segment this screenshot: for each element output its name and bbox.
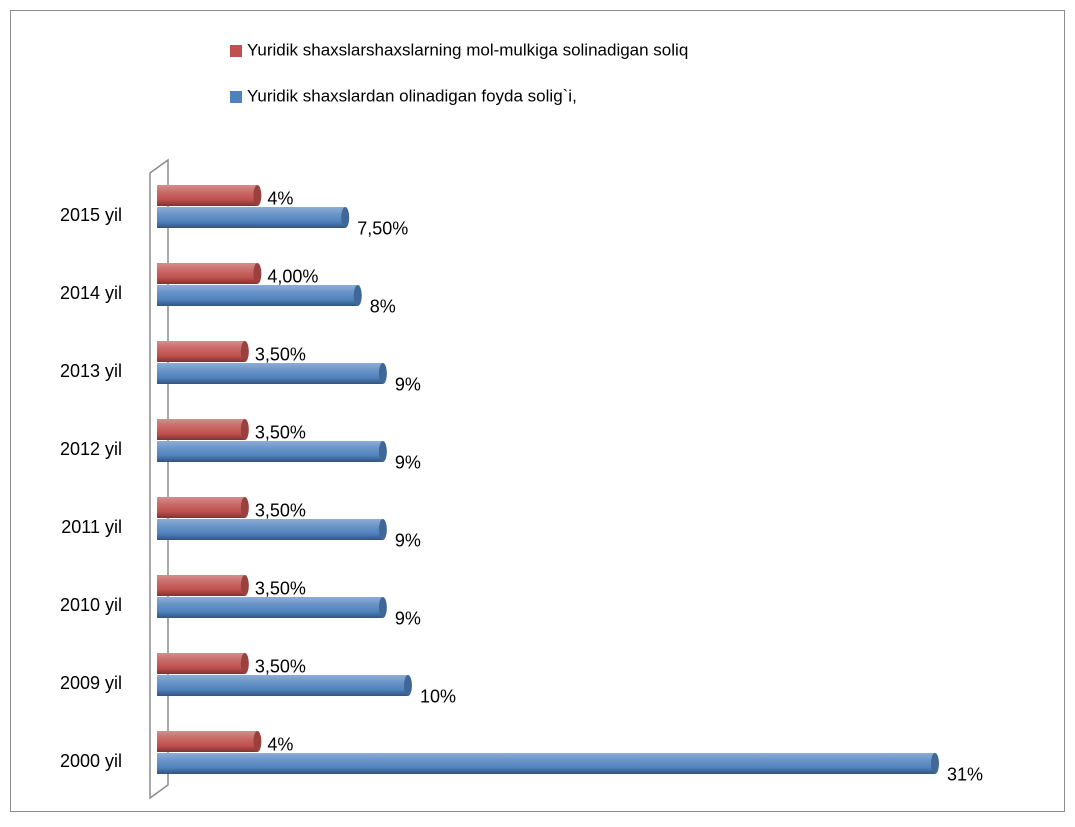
bar-cap [378, 441, 387, 462]
y-tick-label: 2013 yil [60, 361, 122, 381]
bar-cap [378, 597, 387, 618]
data-label: 4% [267, 188, 293, 208]
bar [157, 519, 383, 540]
bar-cap [253, 731, 262, 752]
legend-label: Yuridik shaxslarshaxslarning mol-mulkiga… [247, 40, 688, 59]
bar [157, 419, 245, 440]
data-label: 3,50% [255, 344, 306, 364]
bar [157, 675, 408, 696]
data-label: 3,50% [255, 422, 306, 442]
bar [157, 497, 245, 518]
bar-cap [353, 285, 362, 306]
bar-cap [378, 519, 387, 540]
bar-cap [240, 341, 249, 362]
data-label: 8% [370, 296, 396, 316]
bar-cap [403, 675, 412, 696]
data-label: 9% [395, 608, 421, 628]
bar-cap [240, 653, 249, 674]
y-tick-label: 2012 yil [60, 439, 122, 459]
bar-cap [341, 207, 350, 228]
y-tick-label: 2010 yil [60, 595, 122, 615]
bar [157, 653, 245, 674]
data-label: 3,50% [255, 578, 306, 598]
legend-swatch [230, 91, 242, 103]
bar [157, 597, 383, 618]
bar-cap [253, 185, 262, 206]
bar [157, 731, 258, 752]
bar [157, 363, 383, 384]
legend-label: Yuridik shaxslardan olinadigan foyda sol… [247, 86, 577, 105]
data-label: 4,00% [267, 266, 318, 286]
bar [157, 263, 258, 284]
bar-cap [240, 497, 249, 518]
bar [157, 185, 258, 206]
bar [157, 285, 358, 306]
y-tick-label: 2000 yil [60, 751, 122, 771]
bar-cap [240, 575, 249, 596]
y-tick-label: 2014 yil [60, 283, 122, 303]
axis-wall [149, 158, 169, 800]
y-tick-label: 2011 yil [61, 517, 122, 537]
bar-cap [931, 753, 939, 774]
legend-swatch [230, 45, 242, 57]
bar-cap [253, 263, 262, 284]
bar-cap [378, 363, 387, 384]
data-label: 3,50% [255, 656, 306, 676]
data-label: 9% [395, 374, 421, 394]
data-label: 3,50% [255, 500, 306, 520]
bar [157, 341, 245, 362]
bar-cap [240, 419, 249, 440]
bar [157, 753, 935, 774]
y-tick-label: 2009 yil [60, 673, 122, 693]
bar [157, 441, 383, 462]
data-label: 9% [395, 530, 421, 550]
y-tick-label: 2015 yil [60, 205, 122, 225]
data-label: 4% [267, 734, 293, 754]
data-label: 7,50% [357, 218, 408, 238]
data-label: 9% [395, 452, 421, 472]
data-label: 10% [420, 686, 456, 706]
bar [157, 207, 346, 228]
bar [157, 575, 245, 596]
data-label: 31% [947, 764, 983, 784]
